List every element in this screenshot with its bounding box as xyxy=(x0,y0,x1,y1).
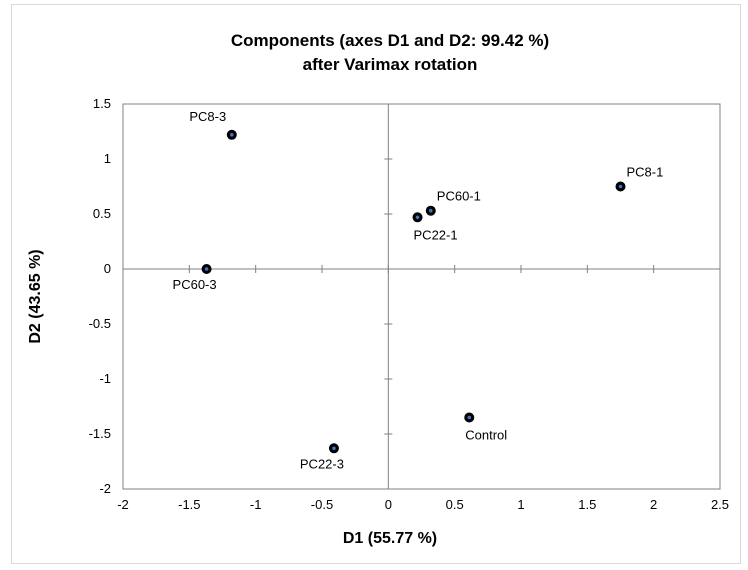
y-axis-title: D2 (43.65 %) xyxy=(27,249,44,343)
plot-area xyxy=(122,103,721,490)
data-point-center xyxy=(415,215,420,220)
point-label: Control xyxy=(465,428,507,443)
tick-labels: -2 -1.5 -1 -0.5 0 0.5 1 1.5 2 2.5 -2 -1.5 -1 -0.5 0 0.5… xyxy=(89,96,729,512)
point-label: PC8-3 xyxy=(189,109,226,124)
point-label: PC8-1 xyxy=(627,165,664,180)
chart-title-line-2: after Varimax rotation xyxy=(303,55,478,74)
data-point-center xyxy=(618,184,623,189)
point-label: PC60-1 xyxy=(437,189,481,204)
x-tick-label: -1 xyxy=(250,497,262,512)
y-tick-label: -1 xyxy=(99,371,111,386)
x-tick-label: 1.5 xyxy=(578,497,596,512)
axes-layer xyxy=(122,103,721,490)
x-tick-label: -1.5 xyxy=(178,497,200,512)
x-tick-label: 2.5 xyxy=(711,497,729,512)
x-tick-label: 0.5 xyxy=(446,497,464,512)
x-tick-label: -0.5 xyxy=(311,497,333,512)
chart-title-line-1: Components (axes D1 and D2: 99.42 %) xyxy=(231,31,549,50)
chart-frame xyxy=(11,4,741,564)
x-axis-title: D1 (55.77 %) xyxy=(343,530,437,547)
y-tick-label: -0.5 xyxy=(89,316,111,331)
y-tick-label: 1.5 xyxy=(93,96,111,111)
point-label: PC22-3 xyxy=(300,456,344,471)
y-tick-label: -2 xyxy=(99,481,111,496)
data-points: PC8-3 PC8-1 PC60-1 PC22-1 PC60-3 PC22-3 Contro… xyxy=(173,109,664,471)
y-tick-label: 1 xyxy=(104,151,111,166)
x-tick-label: 0 xyxy=(385,497,392,512)
y-tick-label: -1.5 xyxy=(89,426,111,441)
x-tick-label: -2 xyxy=(117,497,129,512)
x-tick-label: 1 xyxy=(517,497,524,512)
x-tick-label: 2 xyxy=(650,497,657,512)
y-tick-label: 0 xyxy=(104,261,111,276)
point-label: PC60-3 xyxy=(173,277,217,292)
data-point-center xyxy=(229,133,234,137)
y-tick-label: 0.5 xyxy=(93,206,111,221)
point-label: PC22-1 xyxy=(414,227,458,242)
data-point-center xyxy=(332,446,336,451)
data-point-center xyxy=(204,267,209,271)
data-point-center xyxy=(428,208,433,213)
data-point-center xyxy=(467,415,472,420)
